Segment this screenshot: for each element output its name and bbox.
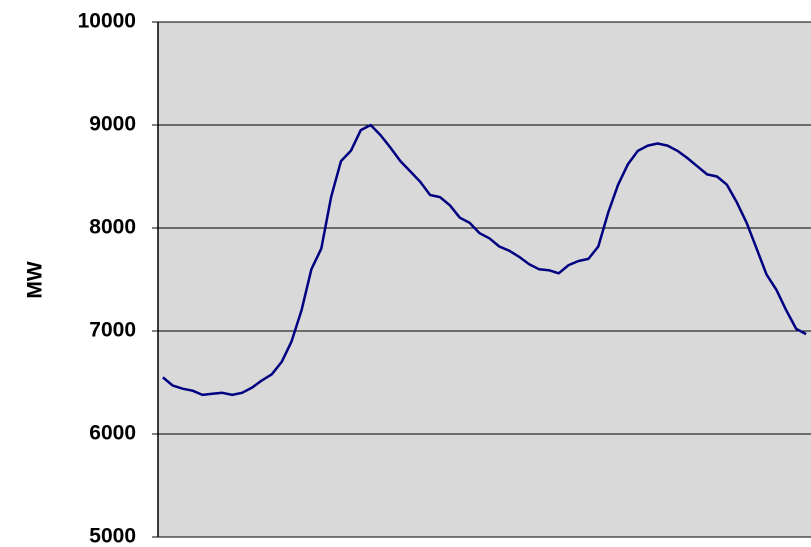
y-tick-label: 6000 <box>89 422 136 445</box>
y-tick-label: 7000 <box>89 319 136 342</box>
y-tick-label: 10000 <box>78 10 136 33</box>
y-axis-label: MW <box>24 261 47 298</box>
y-tick-label: 8000 <box>89 216 136 239</box>
data-line <box>162 123 807 397</box>
y-tick-label: 9000 <box>89 113 136 136</box>
y-tick-label: 5000 <box>89 525 136 547</box>
plot-area <box>158 22 811 537</box>
